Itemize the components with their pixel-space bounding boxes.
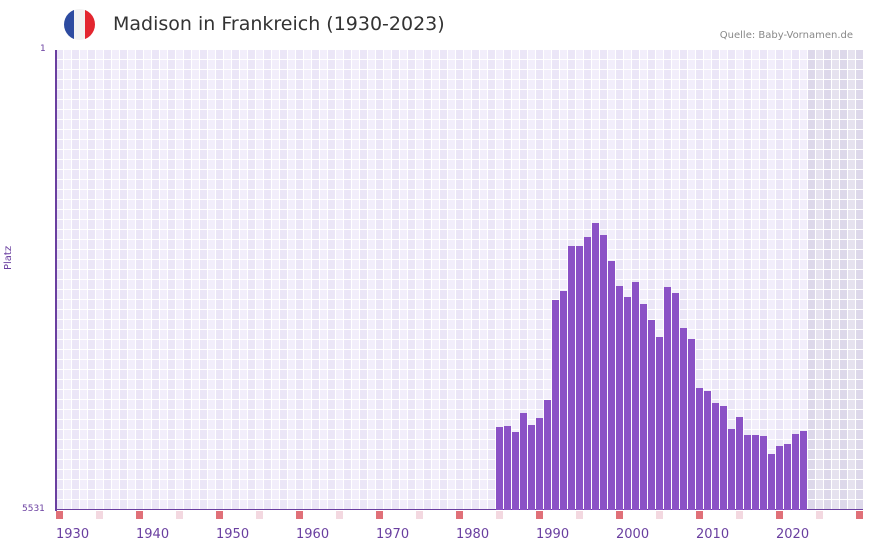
chart-title: Madison in Frankreich (1930-2023) (113, 13, 445, 35)
bar-2019[interactable] (768, 453, 775, 510)
decade-marker (376, 511, 383, 519)
decade-marker (776, 511, 783, 519)
bar-2006[interactable] (664, 286, 671, 510)
bar-2023[interactable] (800, 430, 807, 510)
decade-marker (696, 511, 703, 519)
half-decade-marker (176, 511, 183, 519)
bar-2014[interactable] (728, 428, 735, 510)
bar-2015[interactable] (736, 417, 743, 510)
bar-2009[interactable] (688, 338, 695, 510)
y-axis-line (55, 50, 57, 511)
bar-2016[interactable] (744, 434, 751, 510)
x-axis-line (55, 509, 863, 510)
bar-1997[interactable] (592, 223, 599, 510)
y-axis-bottom-label: 5531 (22, 504, 45, 514)
source-link[interactable]: Quelle: Baby-Vornamen.de (719, 30, 853, 41)
x-tick-label: 1930 (56, 527, 90, 542)
bar-2001[interactable] (624, 296, 631, 510)
y-axis-top-label: 1 (40, 44, 46, 54)
bar-1990[interactable] (536, 418, 543, 510)
bar-1993[interactable] (560, 290, 567, 510)
half-decade-marker (816, 511, 823, 519)
bar-2000[interactable] (616, 285, 623, 510)
x-tick-label: 1970 (376, 527, 410, 542)
bar-2021[interactable] (784, 443, 791, 510)
bar-1987[interactable] (512, 431, 519, 510)
bar-2013[interactable] (720, 405, 727, 510)
bar-1992[interactable] (552, 299, 559, 510)
flag-red (84, 9, 95, 40)
bar-1991[interactable] (544, 399, 551, 510)
decade-marker (856, 511, 863, 519)
x-tick-label: 2020 (776, 527, 810, 542)
bar-1985[interactable] (496, 426, 503, 510)
x-tick-label: 2000 (616, 527, 650, 542)
bar-1995[interactable] (576, 245, 583, 510)
x-tick-label: 1960 (296, 527, 330, 542)
bar-2018[interactable] (760, 435, 767, 510)
bar-2007[interactable] (672, 292, 679, 510)
flag-white (74, 9, 85, 40)
bar-2005[interactable] (656, 336, 663, 510)
x-tick-label: 1980 (456, 527, 490, 542)
decade-marker (136, 511, 143, 519)
bar-2010[interactable] (696, 387, 703, 510)
decade-marker (56, 511, 63, 519)
y-axis-title: Platz (3, 245, 14, 270)
bar-2012[interactable] (712, 402, 719, 510)
bar-1996[interactable] (584, 236, 591, 510)
x-tick-label: 1990 (536, 527, 570, 542)
x-tick-label: 2010 (696, 527, 730, 542)
bar-1989[interactable] (528, 424, 535, 510)
bar-1998[interactable] (600, 234, 607, 510)
half-decade-marker (336, 511, 343, 519)
half-decade-marker (416, 511, 423, 519)
bar-2002[interactable] (632, 281, 639, 510)
bar-2017[interactable] (752, 434, 759, 510)
half-decade-marker (736, 511, 743, 519)
x-tick-label: 1940 (136, 527, 170, 542)
decade-marker (616, 511, 623, 519)
half-decade-marker (656, 511, 663, 519)
bar-1986[interactable] (504, 425, 511, 510)
half-decade-marker (496, 511, 503, 519)
bar-2008[interactable] (680, 327, 687, 510)
decade-marker (296, 511, 303, 519)
flag-blue (64, 9, 75, 40)
half-decade-marker (256, 511, 263, 519)
half-decade-marker (96, 511, 103, 519)
bar-2003[interactable] (640, 303, 647, 510)
x-tick-label: 1950 (216, 527, 250, 542)
france-flag-icon (64, 9, 95, 40)
bar-1988[interactable] (520, 413, 527, 510)
half-decade-marker (576, 511, 583, 519)
bar-1994[interactable] (568, 245, 575, 510)
bar-2022[interactable] (792, 433, 799, 510)
decade-marker (456, 511, 463, 519)
bar-2004[interactable] (648, 320, 655, 510)
decade-marker (216, 511, 223, 519)
decade-marker (536, 511, 543, 519)
bar-2020[interactable] (776, 445, 783, 510)
bar-1999[interactable] (608, 260, 615, 510)
bar-2011[interactable] (704, 390, 711, 510)
